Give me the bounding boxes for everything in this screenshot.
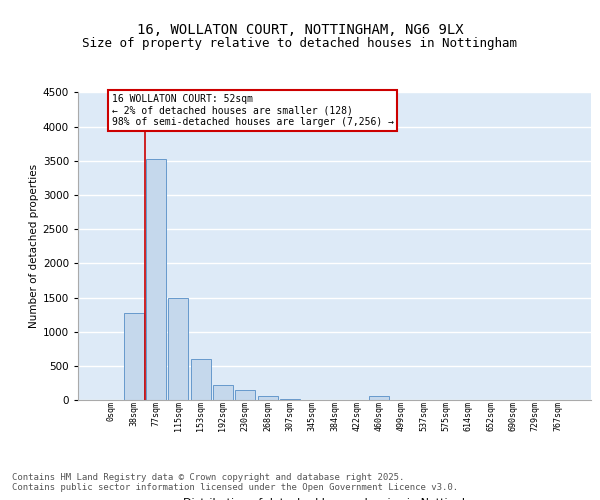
Text: Size of property relative to detached houses in Nottingham: Size of property relative to detached ho… <box>83 36 517 50</box>
Text: 16, WOLLATON COURT, NOTTINGHAM, NG6 9LX: 16, WOLLATON COURT, NOTTINGHAM, NG6 9LX <box>137 22 463 36</box>
Y-axis label: Number of detached properties: Number of detached properties <box>29 164 38 328</box>
Bar <box>168 298 188 400</box>
Bar <box>257 396 278 400</box>
Bar <box>146 159 166 400</box>
X-axis label: Distribution of detached houses by size in Nottingham: Distribution of detached houses by size … <box>182 498 487 500</box>
Bar <box>191 359 211 400</box>
Text: Contains public sector information licensed under the Open Government Licence v3: Contains public sector information licen… <box>12 483 458 492</box>
Bar <box>124 313 144 400</box>
Text: 16 WOLLATON COURT: 52sqm
← 2% of detached houses are smaller (128)
98% of semi-d: 16 WOLLATON COURT: 52sqm ← 2% of detache… <box>112 94 394 127</box>
Bar <box>213 385 233 400</box>
Bar <box>369 396 389 400</box>
Text: Contains HM Land Registry data © Crown copyright and database right 2025.: Contains HM Land Registry data © Crown c… <box>12 472 404 482</box>
Bar <box>235 390 255 400</box>
Bar <box>280 399 300 400</box>
